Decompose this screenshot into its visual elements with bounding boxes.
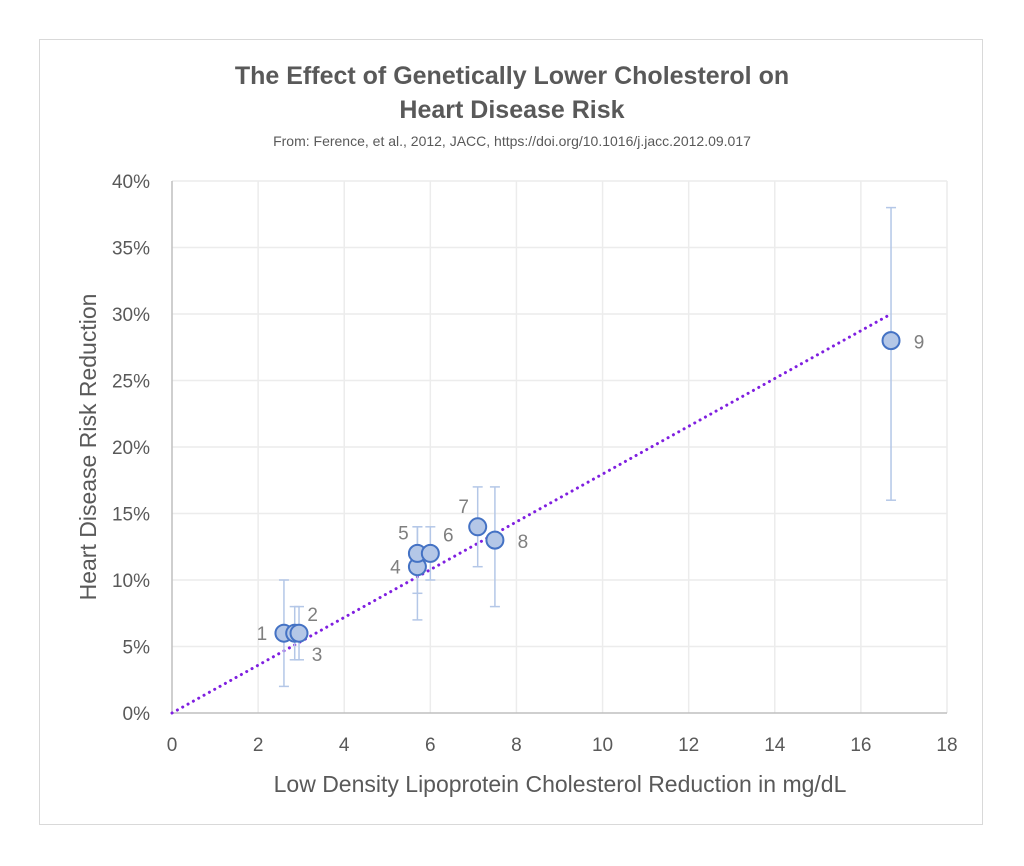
x-tick-label: 10 (592, 735, 613, 756)
x-tick-label: 0 (167, 735, 178, 756)
data-label: 2 (307, 605, 318, 626)
chart-subtitle: From: Ference, et al., 2012, JACC, https… (273, 133, 751, 149)
data-point (420, 543, 440, 563)
x-tick-label: 12 (678, 735, 699, 756)
point-labels: 1 2 3 4 5 67 8 9 (257, 333, 925, 667)
data-label: 4 (390, 558, 401, 579)
gridlines (172, 180, 948, 713)
data-label: 1 (257, 624, 268, 645)
x-tick-labels: 0 2 4 6 8 10 12 14 16 18 (167, 735, 958, 756)
data-label: 6 (443, 525, 454, 546)
x-tick-label: 2 (253, 735, 264, 756)
x-tick-label: 4 (339, 735, 350, 756)
y-tick-label: 40% (112, 172, 150, 193)
x-tick-label: 8 (511, 735, 522, 756)
x-tick-label: 16 (850, 735, 871, 756)
y-tick-label: 0% (123, 704, 151, 725)
y-tick-label: 35% (112, 239, 150, 260)
axes (171, 181, 947, 714)
chart-title-line2: Heart Disease Risk (399, 96, 625, 124)
data-label: 5 (398, 523, 409, 544)
x-axis-title: Low Density Lipoprotein Cholesterol Redu… (274, 771, 847, 797)
data-label: 8 (518, 532, 529, 553)
data-point (468, 517, 488, 537)
y-tick-label: 10% (112, 571, 150, 592)
chart-title-line1: The Effect of Genetically Lower Choleste… (234, 62, 790, 90)
data-label: 7 (458, 497, 469, 518)
x-tick-label: 14 (764, 735, 786, 756)
y-tick-label: 30% (112, 305, 150, 326)
x-tick-label: 18 (936, 735, 957, 756)
y-tick-label: 25% (112, 372, 150, 393)
error-bar (886, 206, 897, 501)
data-point (289, 623, 309, 643)
y-tick-labels: 0% 5% 10% 15% 20% 25% 30% 35% 40% (112, 172, 150, 725)
data-point (485, 530, 505, 550)
data-points (274, 331, 901, 643)
data-label: 9 (914, 333, 925, 354)
data-point (881, 331, 901, 351)
y-axis-title: Heart Disease Risk Reduction (75, 294, 101, 601)
y-tick-label: 5% (123, 638, 151, 659)
data-label: 3 (312, 645, 323, 666)
y-tick-label: 15% (112, 505, 150, 526)
x-tick-label: 6 (425, 735, 436, 756)
y-tick-label: 20% (112, 438, 150, 459)
chart-frame (39, 39, 983, 825)
